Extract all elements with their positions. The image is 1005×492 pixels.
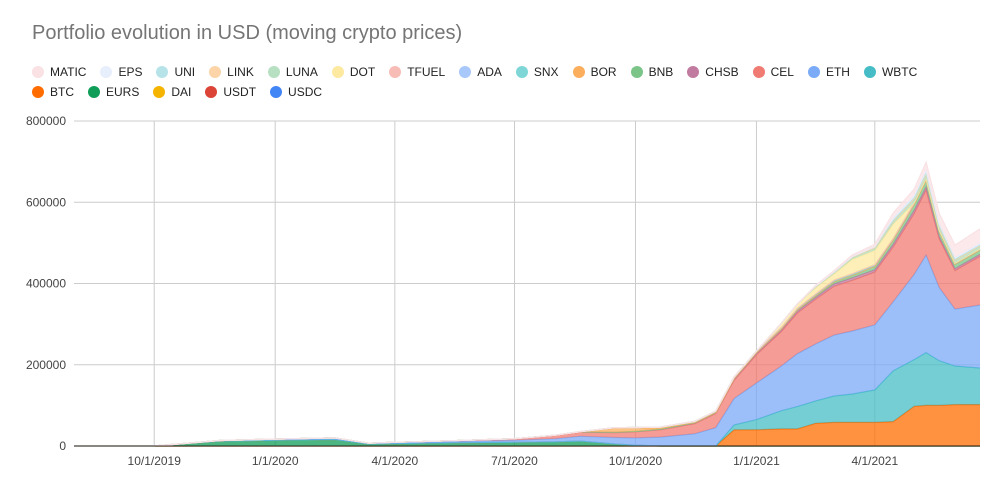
y-tick-label: 200000 (26, 358, 66, 372)
legend-item: BOR (572, 65, 617, 79)
x-tick-label: 4/1/2020 (371, 454, 418, 468)
legend-label: ADA (477, 65, 502, 79)
legend-item: USDC (270, 85, 322, 99)
legend-swatch (515, 66, 528, 78)
legend-label: BTC (50, 85, 74, 99)
legend-swatch (153, 86, 166, 98)
legend-item: DOT (331, 65, 376, 79)
legend-row: BTC EURS DAI USDT USDC (32, 82, 982, 102)
legend-label: EURS (106, 85, 140, 99)
legend-item: BTC (32, 85, 74, 99)
legend-label: DOT (349, 65, 376, 79)
area-wbtc (74, 352, 980, 446)
legend-swatch (752, 66, 765, 78)
line-matic (74, 160, 981, 447)
legend-item: ETH (807, 65, 850, 79)
chart-legend: MATIC EPS UNI LINK LUNA DOT TFUEL ADA SNX BOR BNB C… (32, 62, 982, 102)
legend-item: UNI (156, 65, 195, 79)
legend-item: DAI (153, 85, 191, 99)
legend-item: USDT (205, 85, 256, 99)
legend-swatch (205, 86, 218, 98)
legend-label: UNI (174, 65, 196, 79)
area-cel (74, 190, 980, 446)
y-tick-label: 0 (59, 439, 66, 453)
legend-swatch (863, 66, 876, 78)
legend-item: TFUEL (389, 65, 445, 79)
legend-item: WBTC (863, 65, 918, 79)
legend-item: SNX (515, 65, 559, 79)
legend-item: EURS (88, 85, 139, 99)
x-tick-label: 10/1/2020 (609, 454, 663, 468)
legend-swatch (807, 66, 820, 78)
legend-label: SNX (533, 65, 559, 79)
legend-swatch (267, 66, 280, 78)
legend-label: CHSB (705, 65, 739, 79)
legend-swatch (209, 66, 222, 78)
legend-swatch (32, 66, 44, 78)
legend-swatch (331, 66, 344, 78)
x-tick-label: 1/1/2020 (252, 454, 299, 468)
legend-item: CHSB (687, 65, 739, 79)
legend-label: ETH (825, 65, 850, 79)
area-eth (74, 255, 980, 446)
legend-label: BOR (590, 65, 617, 79)
legend-swatch (459, 66, 472, 78)
y-tick-label: 400000 (26, 277, 66, 291)
legend-swatch (572, 66, 585, 78)
legend-label: CEL (770, 65, 794, 79)
area-btc (74, 404, 980, 446)
legend-item: MATIC (32, 65, 86, 79)
legend-item: LUNA (267, 65, 318, 79)
legend-row: MATIC EPS UNI LINK LUNA DOT TFUEL ADA SNX BOR BNB C… (32, 62, 982, 82)
legend-label: USDC (288, 85, 323, 99)
legend-label: LUNA (285, 65, 318, 79)
legend-label: MATIC (50, 65, 87, 79)
legend-swatch (156, 66, 169, 78)
legend-item: ADA (459, 65, 502, 79)
legend-label: BNB (648, 65, 674, 79)
x-tick-label: 10/1/2019 (128, 454, 182, 468)
legend-swatch (630, 66, 643, 78)
legend-swatch (100, 66, 113, 78)
legend-swatch (270, 86, 283, 98)
legend-label: TFUEL (407, 65, 446, 79)
x-tick-label: 4/1/2021 (851, 454, 898, 468)
y-tick-label: 600000 (26, 195, 66, 209)
legend-label: WBTC (881, 65, 918, 79)
legend-item: CEL (752, 65, 794, 79)
legend-item: LINK (209, 65, 254, 79)
legend-label: USDT (223, 85, 257, 99)
legend-label: EPS (118, 65, 143, 79)
y-tick-label: 800000 (26, 114, 66, 128)
legend-swatch (88, 86, 100, 98)
x-tick-label: 7/1/2020 (491, 454, 538, 468)
legend-swatch (687, 66, 700, 78)
legend-item: BNB (630, 65, 674, 79)
legend-label: DAI (171, 85, 192, 99)
x-tick-label: 1/1/2021 (733, 454, 780, 468)
legend-swatch (32, 86, 44, 98)
legend-label: LINK (227, 65, 254, 79)
legend-item: EPS (100, 65, 142, 79)
chart-title: Portfolio evolution in USD (moving crypt… (32, 22, 463, 44)
legend-swatch (389, 66, 402, 78)
